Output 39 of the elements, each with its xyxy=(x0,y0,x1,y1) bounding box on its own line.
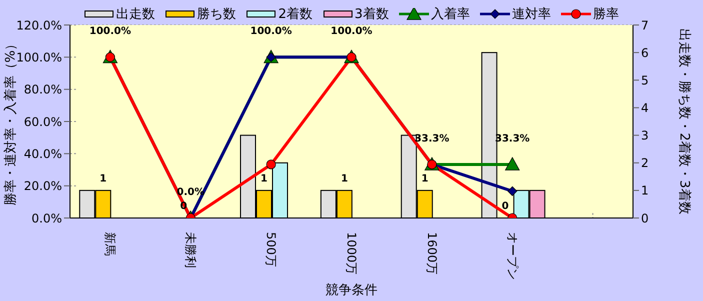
legend-label: 入着率 xyxy=(430,6,470,23)
x-tick-label: 新馬 xyxy=(103,232,118,256)
data-label: 1 xyxy=(100,173,107,184)
y2-tick-label: 3 xyxy=(641,128,649,143)
y-tick-label: 40.0% xyxy=(24,146,62,161)
y2-tick-label: 6 xyxy=(641,46,649,60)
x-tick-label: 1600万 xyxy=(424,232,439,275)
x-tick-label: 1000万 xyxy=(344,232,358,275)
y-tick-label: 20.0% xyxy=(24,179,62,194)
y2-axis-title: 出走数・勝ち数・2着数・3着数 xyxy=(676,28,692,214)
legend-label: 出走数 xyxy=(116,6,156,23)
y-tick-label: 100.0% xyxy=(16,50,62,64)
y2-tick-label: 7 xyxy=(641,18,649,32)
y2-tick-label: 0 xyxy=(641,211,649,226)
y-tick-label: 60.0% xyxy=(24,114,62,129)
y2-tick-label: 1 xyxy=(641,184,649,198)
data-label: 0 xyxy=(502,201,509,212)
y-axis-title: 勝率・連対率・入着率（%） xyxy=(2,37,19,206)
data-label: 100.0% xyxy=(250,26,292,38)
y-tick-label: 0.0% xyxy=(32,211,62,226)
data-label: 100.0% xyxy=(89,26,132,38)
y2-tick-label: 2 xyxy=(641,156,649,170)
data-label: 1 xyxy=(260,173,268,184)
y2-tick-label: 5 xyxy=(641,73,649,88)
y2-tick-label: 4 xyxy=(641,100,649,115)
x-tick-label: オープン xyxy=(505,232,520,280)
legend-label: 勝ち数 xyxy=(197,6,236,23)
legend-label: 3着数 xyxy=(354,6,389,23)
legend-label: 勝率 xyxy=(592,6,619,23)
legend-label: 連対率 xyxy=(512,6,551,23)
data-label: 100.0% xyxy=(330,26,372,38)
legend-label: 2着数 xyxy=(278,6,312,23)
x-tick-label: 未勝利 xyxy=(184,232,198,268)
data-label: 1 xyxy=(340,173,348,184)
x-tick-label: 500万 xyxy=(264,232,278,267)
y-tick-label: 80.0% xyxy=(24,82,62,97)
y-tick-label: 120.0% xyxy=(16,18,62,32)
x-axis-title: 競争条件 xyxy=(326,283,378,298)
data-label: 1 xyxy=(421,173,428,184)
